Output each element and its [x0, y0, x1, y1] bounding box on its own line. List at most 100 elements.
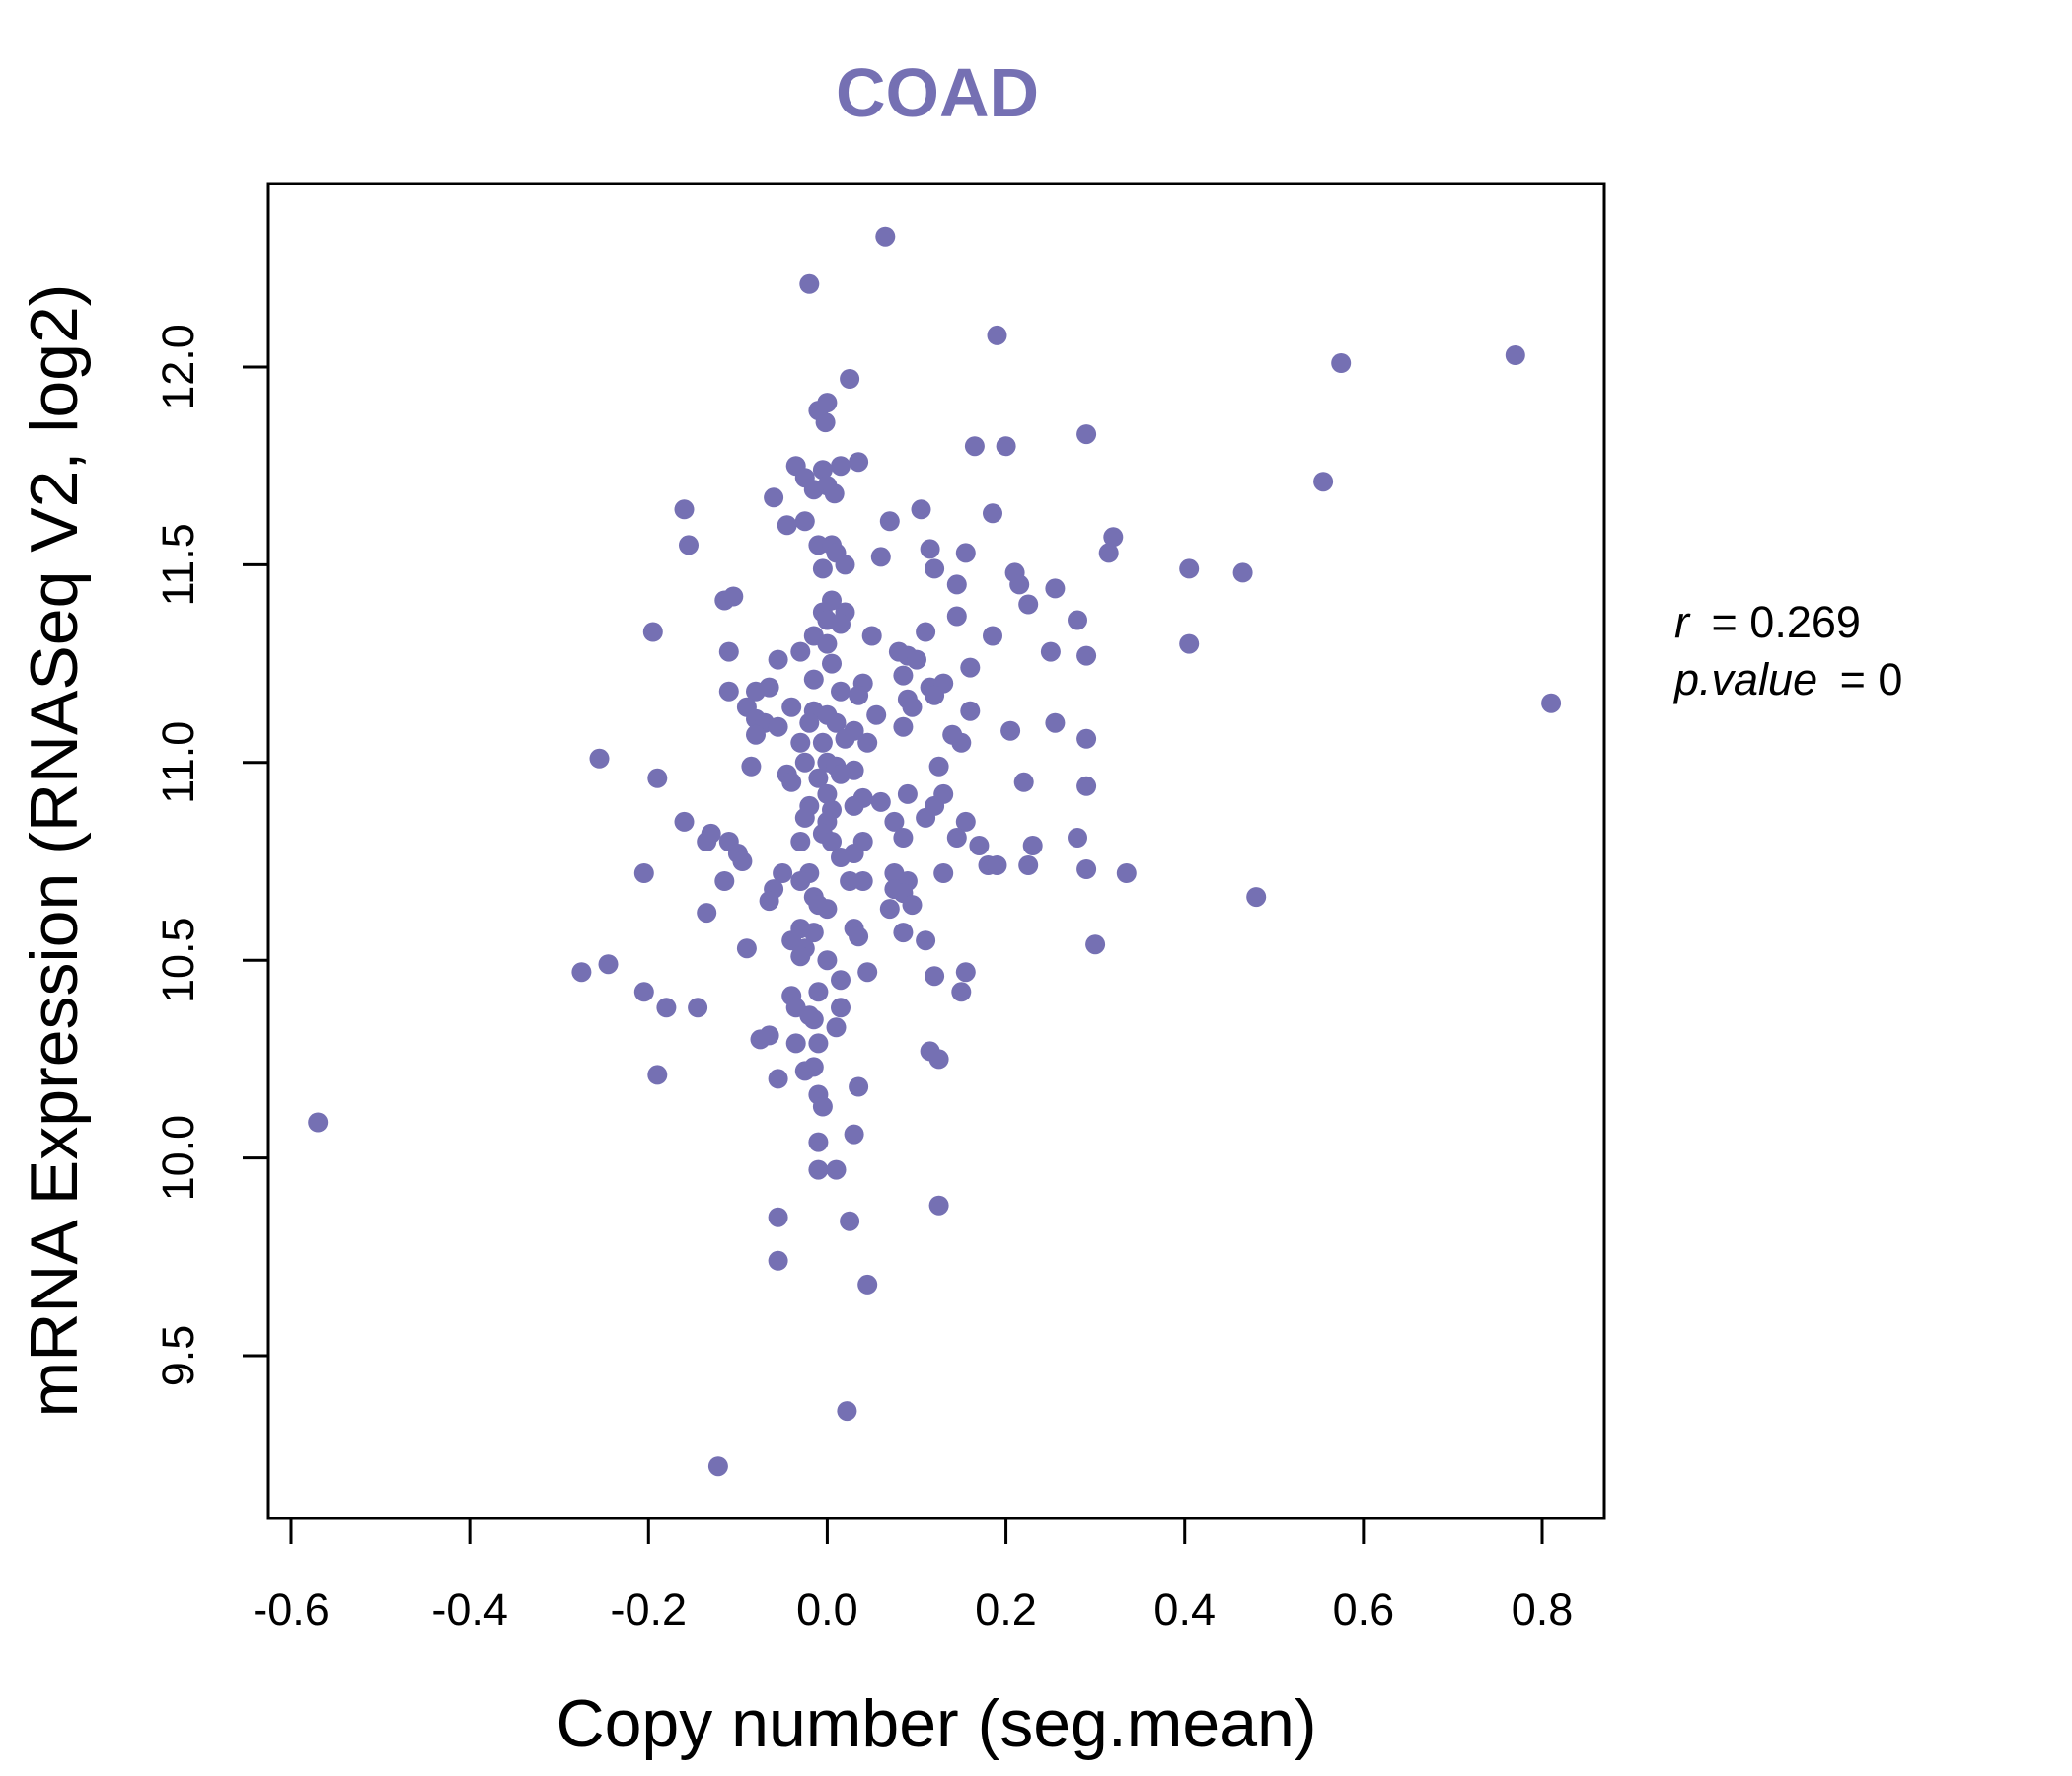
data-point	[1076, 424, 1097, 445]
x-tick-label: 0.6	[1333, 1585, 1395, 1635]
data-point	[714, 871, 735, 891]
data-point	[759, 677, 779, 698]
data-point	[1085, 934, 1106, 955]
data-point	[1018, 594, 1039, 615]
data-point	[920, 539, 940, 559]
data-point	[1313, 472, 1334, 492]
data-point	[902, 895, 923, 916]
data-point	[849, 926, 869, 947]
data-point	[764, 487, 784, 508]
data-point	[831, 998, 851, 1018]
data-point	[808, 1159, 829, 1180]
data-point	[817, 610, 838, 630]
data-point	[679, 535, 699, 555]
data-point	[794, 511, 815, 532]
data-point	[822, 832, 842, 851]
data-point	[849, 1076, 869, 1097]
data-point	[759, 1025, 779, 1046]
data-point	[768, 1069, 788, 1089]
data-point	[996, 436, 1016, 457]
data-point	[1068, 828, 1087, 848]
data-point	[790, 946, 811, 967]
x-tick-label: 0.2	[975, 1585, 1037, 1635]
data-point	[598, 954, 619, 975]
data-point	[773, 863, 793, 883]
data-point	[831, 970, 851, 991]
data-point	[879, 899, 900, 920]
plot-frame	[266, 182, 1606, 1520]
data-point	[790, 871, 811, 891]
data-point	[960, 701, 981, 721]
data-point	[777, 515, 797, 536]
data-point	[707, 1456, 728, 1477]
data-point	[822, 653, 842, 674]
data-point	[633, 982, 654, 1002]
data-point	[946, 574, 967, 595]
data-point	[857, 1274, 878, 1295]
data-point	[1068, 610, 1087, 630]
data-point	[803, 669, 824, 690]
data-point	[893, 828, 914, 848]
data-point	[1013, 772, 1034, 792]
data-point	[955, 811, 976, 832]
data-point	[768, 716, 788, 737]
x-axis: -0.6 -0.4 -0.2 0.0 0.2 0.4 0.6 0.8	[253, 1518, 1573, 1635]
data-point	[911, 499, 931, 520]
data-point	[983, 626, 1002, 646]
x-tick-label: -0.6	[253, 1585, 330, 1635]
data-point	[824, 483, 845, 504]
x-tick-label: -0.2	[611, 1585, 688, 1635]
data-point	[946, 606, 967, 627]
data-point	[732, 851, 753, 871]
data-point	[987, 325, 1007, 345]
data-point	[799, 712, 820, 733]
data-point	[1000, 720, 1021, 741]
data-point	[925, 966, 945, 987]
data-point	[799, 273, 820, 294]
data-point	[826, 1017, 847, 1038]
data-point	[647, 1065, 668, 1085]
data-point	[781, 772, 802, 792]
correlation-annotation: r = 0.269	[1674, 597, 1861, 647]
data-point	[815, 412, 836, 433]
data-point	[844, 795, 864, 816]
data-point	[697, 832, 717, 851]
data-point	[907, 649, 926, 670]
data-point	[893, 716, 914, 737]
data-point	[718, 681, 739, 702]
data-point	[674, 499, 695, 520]
y-tick-label: 9.5	[153, 1325, 203, 1387]
data-point	[1116, 863, 1137, 883]
data-point	[840, 369, 860, 389]
x-tick-label: 0.4	[1153, 1585, 1216, 1635]
data-point	[893, 923, 914, 943]
data-point	[835, 728, 855, 749]
data-point	[928, 756, 949, 777]
data-point	[928, 1195, 949, 1216]
data-point	[633, 863, 654, 883]
data-point	[808, 1033, 829, 1054]
data-point	[718, 641, 739, 662]
data-point	[831, 681, 851, 702]
y-axis-title: mRNA Expression (RNASeq V2, log2)	[17, 284, 92, 1418]
data-point	[870, 547, 891, 567]
data-point	[893, 665, 914, 686]
data-point	[1022, 836, 1043, 855]
data-point	[817, 899, 838, 920]
data-point	[812, 460, 833, 481]
y-axis: 9.5 10.0 10.5 11.0 11.5 12.0	[153, 324, 268, 1386]
pvalue-annotation: p.value = 0	[1672, 654, 1902, 704]
data-point	[951, 732, 972, 753]
data-point	[1045, 578, 1066, 599]
points-layer	[308, 226, 1562, 1477]
data-point	[1076, 776, 1097, 796]
data-point	[916, 622, 936, 642]
data-point	[916, 930, 936, 951]
data-point	[826, 1159, 847, 1180]
data-point	[808, 982, 829, 1002]
data-point	[1040, 641, 1061, 662]
y-tick-label: 11.0	[153, 721, 203, 804]
data-point	[884, 811, 905, 832]
data-point	[803, 923, 824, 943]
